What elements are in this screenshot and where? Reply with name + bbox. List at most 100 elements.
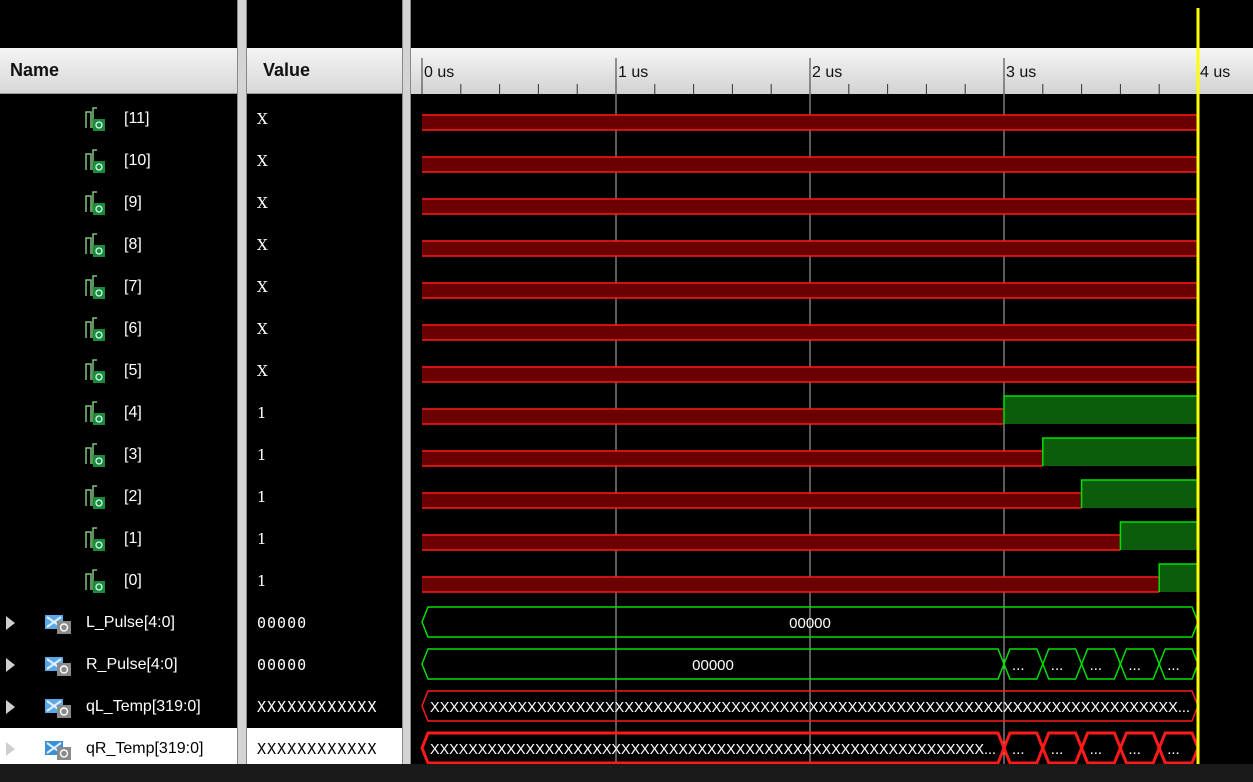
- bus-value-label: ...: [1090, 657, 1103, 674]
- bit-waveform[interactable]: [422, 366, 1198, 383]
- bit-waveform[interactable]: [422, 240, 1198, 257]
- signal-value: 1: [257, 572, 267, 590]
- bus-value-label: ...: [1051, 657, 1064, 674]
- signal-row-name[interactable]: [10]: [0, 140, 237, 182]
- signal-value: 00000: [257, 656, 308, 674]
- waveform-canvas[interactable]: 0 us 1 us 2 us 3 us 4 us0000000000..........…: [411, 0, 1253, 782]
- bus-value-label: ...: [1128, 741, 1141, 758]
- bit-signal-icon: [84, 148, 106, 174]
- signal-name: [10]: [124, 152, 151, 169]
- x-state-segment: [422, 451, 1043, 466]
- expand-arrow-icon[interactable]: [6, 616, 15, 630]
- value-wave-splitter[interactable]: [402, 0, 411, 782]
- signal-name: [9]: [124, 194, 142, 211]
- signal-value: XXXXXXXXXXXX: [257, 698, 378, 716]
- bit-waveform[interactable]: [422, 437, 1198, 467]
- signal-name: [5]: [124, 362, 142, 379]
- value-column-header[interactable]: Value: [247, 48, 402, 94]
- bit-waveform[interactable]: [422, 563, 1198, 593]
- signal-row-name[interactable]: qR_Temp[319:0]: [0, 728, 237, 770]
- signal-value: 00000: [257, 614, 308, 632]
- signal-row-name[interactable]: [4]: [0, 392, 237, 434]
- bus-waveform[interactable]: 00000...............: [421, 648, 1199, 680]
- signal-value: 1: [257, 446, 267, 464]
- name-column-header[interactable]: Name: [0, 48, 237, 94]
- bit-waveform[interactable]: [422, 156, 1198, 173]
- bit-waveform[interactable]: [422, 479, 1198, 509]
- ruler-tick-label: 4 us: [1200, 64, 1230, 81]
- toolbar-area: [0, 0, 1253, 48]
- bit-waveform[interactable]: [422, 282, 1198, 299]
- bit-waveform[interactable]: [422, 521, 1198, 551]
- signal-value: 1: [257, 530, 267, 548]
- high-state-segment: [1004, 396, 1198, 424]
- bit-waveform[interactable]: [422, 395, 1198, 425]
- bit-waveform[interactable]: [422, 198, 1198, 215]
- bit-signal-icon: [84, 568, 106, 594]
- signal-row-name[interactable]: [8]: [0, 224, 237, 266]
- expand-arrow-icon[interactable]: [6, 658, 15, 672]
- bus-value-label: 00000: [692, 657, 734, 674]
- signal-row-name[interactable]: [3]: [0, 434, 237, 476]
- signal-name: [0]: [124, 572, 142, 589]
- signal-row-name[interactable]: [0]: [0, 560, 237, 602]
- signal-name: [4]: [124, 404, 142, 421]
- status-strip: [0, 764, 1253, 782]
- signal-value: X: [257, 362, 268, 380]
- bit-waveform[interactable]: [422, 324, 1198, 341]
- signal-row-name[interactable]: qL_Temp[319:0]: [0, 686, 237, 728]
- bus-value-label: ...: [1167, 741, 1180, 758]
- bit-waveform[interactable]: [422, 114, 1198, 131]
- high-state-segment: [1120, 522, 1198, 550]
- signal-row-name[interactable]: [6]: [0, 308, 237, 350]
- signal-name: [1]: [124, 530, 142, 547]
- x-state-segment: [422, 157, 1198, 172]
- bit-signal-icon: [84, 190, 106, 216]
- signal-name: [8]: [124, 236, 142, 253]
- signal-name: [6]: [124, 320, 142, 337]
- x-state-segment: [422, 577, 1160, 592]
- signal-value: X: [257, 278, 268, 296]
- x-state-segment: [422, 283, 1198, 298]
- signal-row-name[interactable]: [9]: [0, 182, 237, 224]
- high-state-edge: [1158, 563, 1198, 592]
- bit-signal-icon: [84, 106, 106, 132]
- high-state-edge: [1080, 479, 1198, 508]
- signal-value: X: [257, 320, 268, 338]
- bus-value-label: ...: [1128, 657, 1141, 674]
- bus-signal-icon: [44, 653, 74, 677]
- bit-signal-icon: [84, 400, 106, 426]
- bus-value-label: XXXXXXXXXXXXXXXXXXXXXXXXXXXXXXXXXXXXXXXX…: [430, 699, 1190, 716]
- signal-name: R_Pulse[4:0]: [86, 656, 178, 673]
- ruler-tick-label: 0 us: [424, 64, 454, 81]
- ruler-tick-label: 3 us: [1006, 64, 1036, 81]
- high-state-edge: [1042, 437, 1198, 466]
- signal-name: [11]: [124, 110, 150, 127]
- bus-value-label: 00000: [789, 615, 831, 632]
- signal-row-name[interactable]: R_Pulse[4:0]: [0, 644, 237, 686]
- x-state-segment: [422, 115, 1198, 130]
- signal-value: X: [257, 152, 268, 170]
- signal-row-name[interactable]: [1]: [0, 518, 237, 560]
- name-value-splitter[interactable]: [237, 0, 247, 782]
- bus-signal-icon: [44, 737, 74, 761]
- signal-row-name[interactable]: [2]: [0, 476, 237, 518]
- expand-arrow-icon[interactable]: [6, 742, 15, 756]
- high-state-segment: [1159, 564, 1198, 592]
- x-state-segment: [422, 535, 1121, 550]
- signal-value: X: [257, 194, 268, 212]
- signal-row-name[interactable]: L_Pulse[4:0]: [0, 602, 237, 644]
- high-state-segment: [1042, 438, 1198, 466]
- signal-row-name[interactable]: [5]: [0, 350, 237, 392]
- signal-row-name[interactable]: [11]: [0, 98, 237, 140]
- bit-signal-icon: [84, 484, 106, 510]
- signal-name: [2]: [124, 488, 142, 505]
- signal-value: 1: [257, 488, 267, 506]
- bit-signal-icon: [84, 526, 106, 552]
- x-state-segment: [422, 325, 1198, 340]
- expand-arrow-icon[interactable]: [6, 700, 15, 714]
- bus-waveform[interactable]: XXXXXXXXXXXXXXXXXXXXXXXXXXXXXXXXXXXXXXXX…: [420, 731, 1200, 765]
- signal-row-name[interactable]: [7]: [0, 266, 237, 308]
- x-state-segment: [422, 241, 1198, 256]
